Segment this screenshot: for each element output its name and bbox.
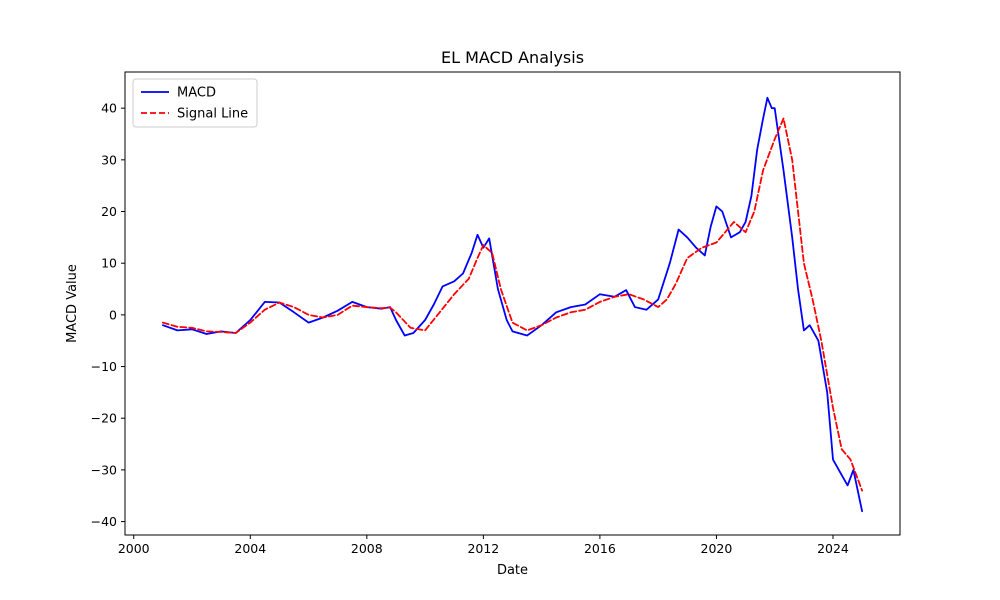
y-axis-label: MACD Value	[65, 264, 80, 343]
y-axis: −40 −30 −20 −10 0 10 20 30 40	[91, 101, 125, 529]
x-axis-label: Date	[497, 563, 528, 578]
y-tick-label: −10	[91, 359, 117, 374]
x-tick-label: 2020	[701, 541, 733, 556]
x-tick-label: 2016	[584, 541, 616, 556]
x-axis: 2000 2004 2008 2012 2016 2020 2024	[118, 535, 849, 556]
legend-label: Signal Line	[177, 107, 248, 122]
legend: MACD Signal Line	[132, 78, 258, 128]
series-line-signal-line	[161, 117, 863, 492]
x-tick-label: 2004	[234, 541, 266, 556]
y-tick-label: 10	[101, 256, 117, 271]
x-tick-label: 2008	[351, 541, 383, 556]
y-tick-label: 40	[101, 101, 117, 116]
y-tick-label: −20	[91, 411, 117, 426]
y-tick-label: 30	[101, 152, 117, 167]
y-tick-label: −40	[91, 514, 117, 529]
series-layer	[161, 96, 863, 513]
y-tick-label: 0	[109, 307, 117, 322]
x-tick-label: 2024	[817, 541, 849, 556]
chart-title: EL MACD Analysis	[441, 48, 584, 67]
series-line-macd	[161, 96, 863, 513]
plot-frame	[124, 71, 901, 536]
x-tick-label: 2012	[467, 541, 499, 556]
y-tick-label: 20	[101, 204, 117, 219]
x-tick-label: 2000	[118, 541, 150, 556]
legend-label: MACD	[177, 86, 216, 101]
legend-box	[132, 78, 258, 128]
y-tick-label: −30	[91, 462, 117, 477]
